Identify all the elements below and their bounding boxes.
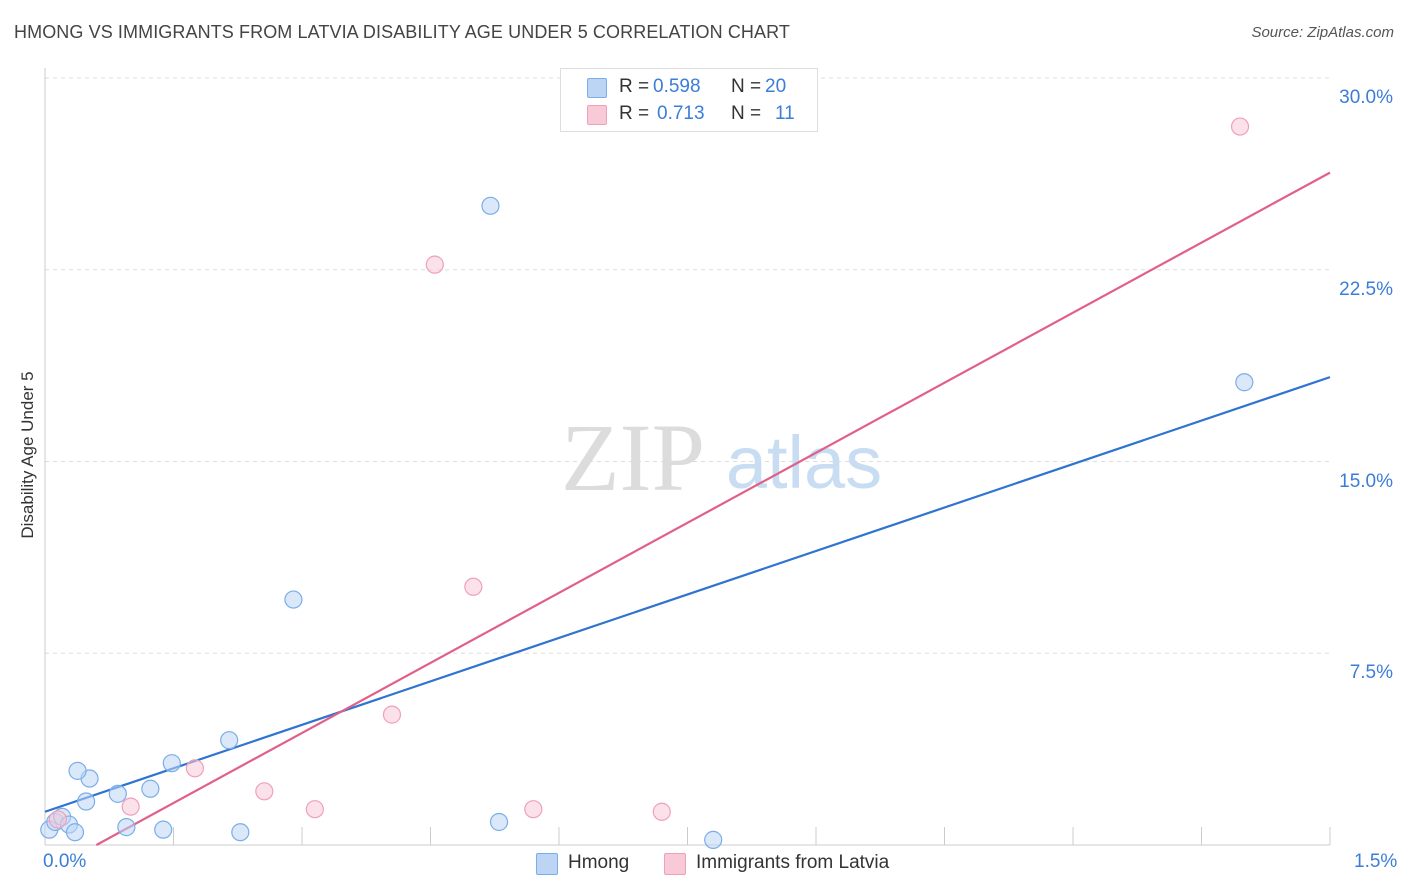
y-axis-title: Disability Age Under 5 (18, 371, 37, 539)
legend-n-value-hmong: 20 (765, 76, 787, 97)
gridlines (45, 77, 1330, 654)
series-swatch-latvia (664, 853, 686, 875)
legend-r-label: R = (619, 76, 650, 97)
data-points (40, 117, 1254, 849)
legend-n-label: N = (731, 76, 762, 97)
point-latvia-7 (464, 577, 483, 596)
correlation-legend: R = 0.598 N = 20 R = 0.713 N = 11 (560, 68, 818, 132)
watermark: ZIP atlas (561, 404, 882, 511)
legend-n-label: N = (731, 103, 762, 124)
x-tick-label-max: 1.5% (1354, 851, 1398, 872)
point-hmong-11 (154, 820, 173, 839)
x-tick-label-min: 0.0% (43, 851, 87, 872)
point-hmong-9 (117, 818, 136, 837)
point-hmong-13 (220, 731, 239, 750)
point-hmong-15 (284, 590, 303, 609)
trendline-hmong (44, 376, 1331, 813)
point-latvia-10 (1230, 117, 1250, 136)
point-hmong-17 (489, 812, 509, 832)
chart-title: HMONG VS IMMIGRANTS FROM LATVIA DISABILI… (14, 22, 790, 42)
source-label: Source: ZipAtlas.com (1251, 24, 1394, 41)
y-tick-label-0: 7.5% (1349, 662, 1393, 684)
point-hmong-12 (162, 754, 181, 773)
series-label-latvia: Immigrants from Latvia (696, 852, 890, 873)
trendlines (44, 171, 1331, 846)
point-hmong-7 (68, 761, 87, 780)
axes (44, 68, 1331, 846)
trendline-latvia (95, 171, 1331, 846)
y-tick-label-1: 15.0% (1339, 470, 1393, 492)
watermark-atlas: atlas (726, 421, 882, 504)
point-latvia-9 (652, 802, 671, 821)
point-hmong-8 (108, 784, 127, 803)
legend-swatch-latvia (587, 105, 607, 125)
legend-r-value-hmong: 0.598 (653, 76, 701, 97)
series-swatch-hmong (536, 853, 558, 875)
y-tick-label-2: 22.5% (1339, 278, 1393, 300)
point-latvia-1 (121, 797, 140, 816)
point-latvia-4 (305, 800, 324, 819)
series-label-hmong: Hmong (568, 852, 630, 873)
legend-r-value-latvia: 0.713 (657, 103, 705, 124)
point-latvia-0 (48, 810, 67, 829)
legend-n-value-latvia: 11 (775, 103, 795, 124)
watermark-zip: ZIP (561, 404, 705, 511)
y-tick-label-3: 30.0% (1339, 87, 1393, 108)
point-latvia-6 (425, 255, 444, 274)
point-hmong-10 (141, 779, 160, 798)
point-latvia-2 (185, 759, 205, 778)
point-hmong-4 (65, 823, 85, 842)
point-latvia-3 (255, 782, 274, 801)
point-hmong-18 (704, 830, 723, 849)
point-hmong-19 (1235, 373, 1254, 392)
point-hmong-14 (231, 823, 250, 842)
point-latvia-8 (524, 800, 543, 819)
point-latvia-5 (382, 705, 402, 724)
point-hmong-5 (77, 792, 96, 811)
legend-r-label: R = (619, 103, 650, 124)
legend-swatch-hmong (587, 78, 607, 98)
point-hmong-16 (481, 196, 500, 215)
